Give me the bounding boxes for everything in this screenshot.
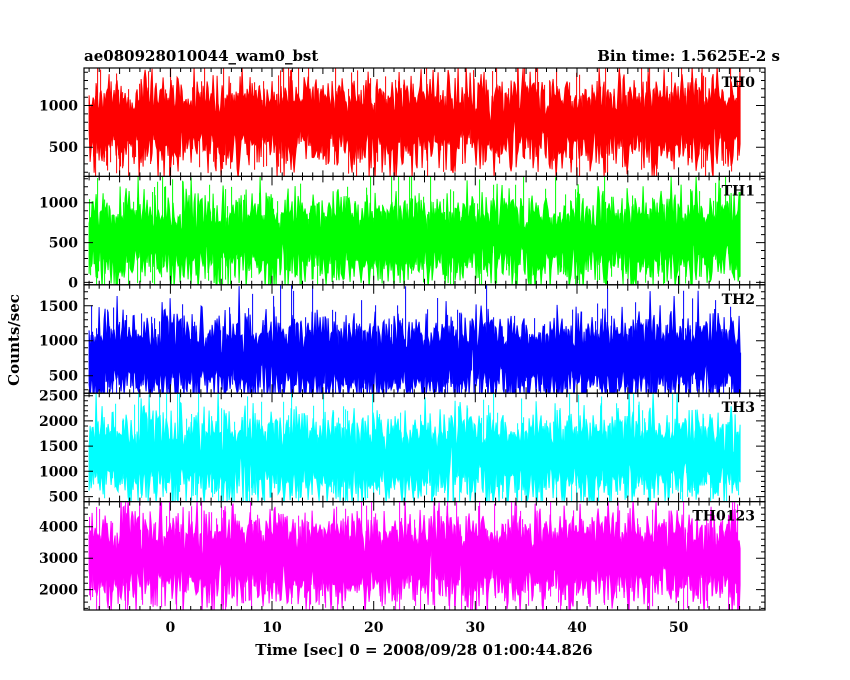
y-tick-label: 2000 xyxy=(39,414,78,430)
x-axis-label: Time [sec] 0 = 2008/09/28 01:00:44.826 xyxy=(255,641,592,659)
y-tick-label: 2500 xyxy=(39,389,78,405)
series-th2 xyxy=(88,286,741,394)
panel-ticks xyxy=(84,68,765,177)
y-tick-label: 3000 xyxy=(39,551,78,567)
y-tick-label: 1000 xyxy=(39,196,78,212)
panel-th2: 500 1000 1500 TH2 xyxy=(39,284,766,394)
panel-th0: 500 1000 TH0 xyxy=(39,67,766,178)
y-tick-label: 2000 xyxy=(39,583,78,599)
y-tick-label: 500 xyxy=(49,236,78,252)
panel-ticks xyxy=(84,176,765,285)
panel-ticks xyxy=(84,284,765,394)
panel-ticks xyxy=(84,501,765,610)
y-tick-label: 0 xyxy=(68,275,78,291)
y-tick-label: 1000 xyxy=(39,464,78,480)
panel-label: TH1 xyxy=(722,183,755,199)
bin-time-label: Bin time: 1.5625E-2 s xyxy=(597,47,780,65)
panel-label: TH3 xyxy=(722,400,755,416)
series-spikes-th0 xyxy=(89,68,740,177)
y-tick-label: 1500 xyxy=(39,439,78,455)
panel-th3: 500 1000 1500 2000 2500 TH3 xyxy=(39,389,766,506)
panel-th0123: 2000 3000 4000 TH0123 xyxy=(39,501,766,611)
series-spikes-th3 xyxy=(91,393,740,502)
y-tick-label: 500 xyxy=(49,369,78,385)
chart-title: ae080928010044_wam0_bst xyxy=(84,47,318,65)
series-spikes-th2 xyxy=(90,284,742,394)
panel-label: TH0123 xyxy=(692,509,755,525)
y-tick-label: 1500 xyxy=(39,299,78,315)
y-axis-label: Counts/sec xyxy=(5,294,23,386)
y-tick-label: 500 xyxy=(49,490,78,506)
x-tick-label: 10 xyxy=(262,620,282,636)
series-th1 xyxy=(88,176,741,285)
panel-label: TH0 xyxy=(722,75,756,91)
y-tick-label: 1000 xyxy=(39,99,78,115)
x-tick-label: 30 xyxy=(466,620,486,636)
series-th0 xyxy=(88,68,741,177)
y-tick-label: 1000 xyxy=(39,334,78,350)
panel-label: TH2 xyxy=(722,292,755,308)
y-tick-label: 4000 xyxy=(39,520,78,536)
series-spikes-th1 xyxy=(89,176,741,285)
series-spikes-th0123 xyxy=(89,501,739,611)
panel-th1: 0 500 1000 TH1 xyxy=(39,175,766,291)
x-tick-label: 40 xyxy=(567,620,587,636)
x-tick-label: 0 xyxy=(166,620,176,636)
x-tick-label: 20 xyxy=(364,620,384,636)
x-tick-label: 50 xyxy=(669,620,689,636)
y-tick-label: 500 xyxy=(49,140,78,156)
